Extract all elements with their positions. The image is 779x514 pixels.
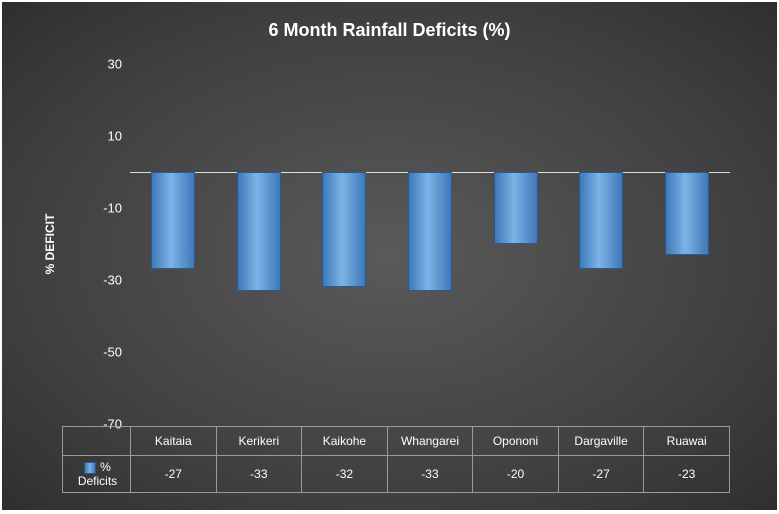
value-cell: -33 bbox=[216, 456, 302, 493]
y-tick-label: 30 bbox=[82, 57, 122, 72]
table-row: KaitaiaKerikeriKaikoheWhangareiOpononiDa… bbox=[63, 427, 730, 456]
category-cell: Whangarei bbox=[387, 427, 473, 456]
y-tick-label: -50 bbox=[82, 345, 122, 360]
value-cell: -27 bbox=[558, 456, 644, 493]
category-cell: Opononi bbox=[473, 427, 559, 456]
chart-container: 6 Month Rainfall Deficits (%) % DEFICIT … bbox=[2, 2, 777, 510]
category-cell: Kerikeri bbox=[216, 427, 302, 456]
bar bbox=[237, 172, 281, 291]
value-cell: -32 bbox=[302, 456, 388, 493]
value-cell: -23 bbox=[644, 456, 730, 493]
bar bbox=[151, 172, 195, 269]
bar bbox=[494, 172, 538, 244]
category-cell: Kaikohe bbox=[302, 427, 388, 456]
category-cell: Dargaville bbox=[558, 427, 644, 456]
y-axis-label: % DEFICIT bbox=[43, 214, 57, 275]
table-corner-cell bbox=[63, 427, 131, 456]
legend-swatch-icon bbox=[84, 462, 96, 474]
category-cell: Ruawai bbox=[644, 427, 730, 456]
value-cell: -33 bbox=[387, 456, 473, 493]
bar bbox=[665, 172, 709, 255]
bar bbox=[579, 172, 623, 269]
chart-title: 6 Month Rainfall Deficits (%) bbox=[2, 20, 777, 41]
value-cell: -20 bbox=[473, 456, 559, 493]
series-label-cell: % Deficits bbox=[63, 456, 131, 493]
category-cell: Kaitaia bbox=[131, 427, 217, 456]
bar bbox=[408, 172, 452, 291]
plot-area: 3010-10-30-50-70 bbox=[130, 64, 730, 424]
y-tick-label: -30 bbox=[82, 273, 122, 288]
bar bbox=[322, 172, 366, 287]
table-row: % Deficits-27-33-32-33-20-27-23 bbox=[63, 456, 730, 493]
y-tick-label: -10 bbox=[82, 201, 122, 216]
y-tick-label: 10 bbox=[82, 129, 122, 144]
value-cell: -27 bbox=[131, 456, 217, 493]
data-table: KaitaiaKerikeriKaikoheWhangareiOpononiDa… bbox=[62, 426, 730, 493]
